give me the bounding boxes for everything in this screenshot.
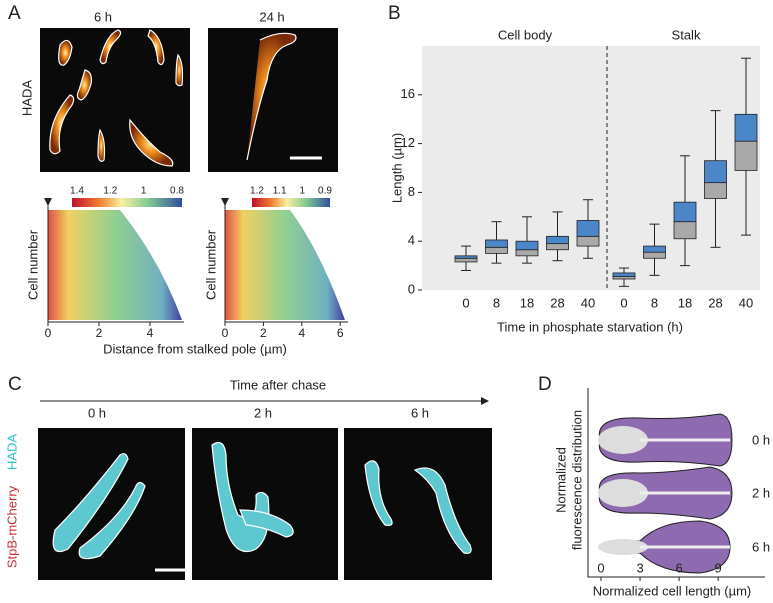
x-tick-label: 4 [147, 326, 154, 340]
axis-title: Time after chase [230, 377, 326, 392]
x-label: Normalized cell length (µm) [593, 583, 751, 598]
x-tick-label: 0 [222, 326, 229, 340]
x-tick-label: 28 [708, 295, 722, 310]
plot-area [422, 46, 760, 290]
channel-label: HADA [19, 80, 34, 116]
box-lower [515, 249, 539, 257]
colorbar-tick-label: 1.2 [250, 186, 264, 197]
x-tick-label: 8 [651, 295, 658, 310]
y-tick-label: 0 [408, 281, 415, 296]
box-lower [734, 140, 758, 171]
x-tick-label: 2 [260, 326, 267, 340]
micrograph-c [38, 428, 492, 580]
time-label: 6 h [94, 9, 112, 24]
y-tick-label: 4 [408, 233, 415, 248]
time-label: 6 h [411, 405, 429, 420]
box-upper [704, 160, 727, 184]
box-lower [704, 182, 727, 199]
box-lower [546, 243, 569, 251]
box-lower [485, 246, 508, 254]
panel-label: C [8, 374, 22, 395]
y-label: Normalized [553, 447, 568, 513]
x-tick-label: 0 [620, 295, 627, 310]
colorbar-tick-label: 1 [141, 186, 147, 197]
colorbar-tick-label: 1 [300, 186, 306, 197]
x-tick-label: 8 [493, 295, 500, 310]
x-tick-label: 0 [45, 326, 52, 340]
colorbar-tick-label: 0.9 [318, 186, 332, 197]
kymograph [225, 210, 345, 320]
box-upper [515, 240, 539, 251]
row-label: 0 h [752, 432, 770, 447]
y-tick-label: 8 [408, 184, 415, 199]
channel-label: HADA [4, 434, 19, 470]
micrograph-a [40, 28, 338, 172]
row-label: 2 h [752, 485, 770, 500]
y-tick-label: 12 [401, 135, 415, 150]
x-tick-label: 18 [678, 295, 692, 310]
y-tick-label: 16 [401, 86, 415, 101]
colorbar [72, 198, 182, 207]
x-tick-label: 28 [550, 295, 564, 310]
colorbar-tick-label: 1.1 [273, 186, 287, 197]
box-lower [643, 251, 666, 259]
box-upper [734, 113, 758, 142]
colorbar [252, 198, 330, 207]
panel-label: D [538, 374, 552, 395]
box-upper [485, 239, 508, 248]
y-label: Cell number [203, 229, 218, 300]
panel-label: A [8, 3, 21, 24]
box-lower [576, 235, 600, 247]
group-label: Stalk [672, 27, 701, 42]
x-tick-label: 6 [675, 560, 682, 575]
x-tick-label: 3 [636, 560, 643, 575]
x-tick-label: 9 [715, 560, 722, 575]
box-upper [546, 235, 569, 245]
x-label: Time in phosphate starvation (h) [497, 319, 683, 334]
panel-label: B [388, 3, 401, 24]
x-tick-label: 6 [337, 326, 344, 340]
box-upper [673, 201, 697, 223]
x-tick-label: 4 [298, 326, 305, 340]
box-lower [454, 257, 478, 263]
colorbar-tick-label: 1.4 [70, 186, 84, 197]
row-label: 6 h [752, 539, 770, 554]
violins [598, 413, 733, 574]
box-upper [454, 255, 478, 259]
x-tick-label: 18 [520, 295, 534, 310]
x-tick-label: 0 [597, 560, 604, 575]
y-label: Length (µm) [389, 133, 404, 203]
time-label: 24 h [259, 9, 284, 24]
colorbar-tick-label: 0.8 [170, 186, 184, 197]
x-tick-label: 40 [581, 295, 595, 310]
y-label: fluorescence distribution [569, 410, 584, 550]
time-label: 2 h [254, 405, 272, 420]
box-upper [612, 272, 636, 277]
box-lower [673, 221, 697, 240]
axes [587, 388, 765, 578]
box-upper [643, 245, 666, 253]
kymograph [48, 210, 182, 320]
box-upper [576, 220, 600, 237]
x-tick-label: 0 [462, 295, 469, 310]
group-label: Cell body [498, 27, 553, 42]
x-tick-label: 2 [96, 326, 103, 340]
y-label: Cell number [25, 229, 40, 300]
channel-label: StpB-mCherry [4, 485, 19, 568]
time-label: 0 h [88, 405, 106, 420]
x-tick-label: 40 [739, 295, 753, 310]
colorbar-tick-label: 1.2 [103, 186, 117, 197]
x-label: Distance from stalked pole (µm) [103, 341, 287, 356]
